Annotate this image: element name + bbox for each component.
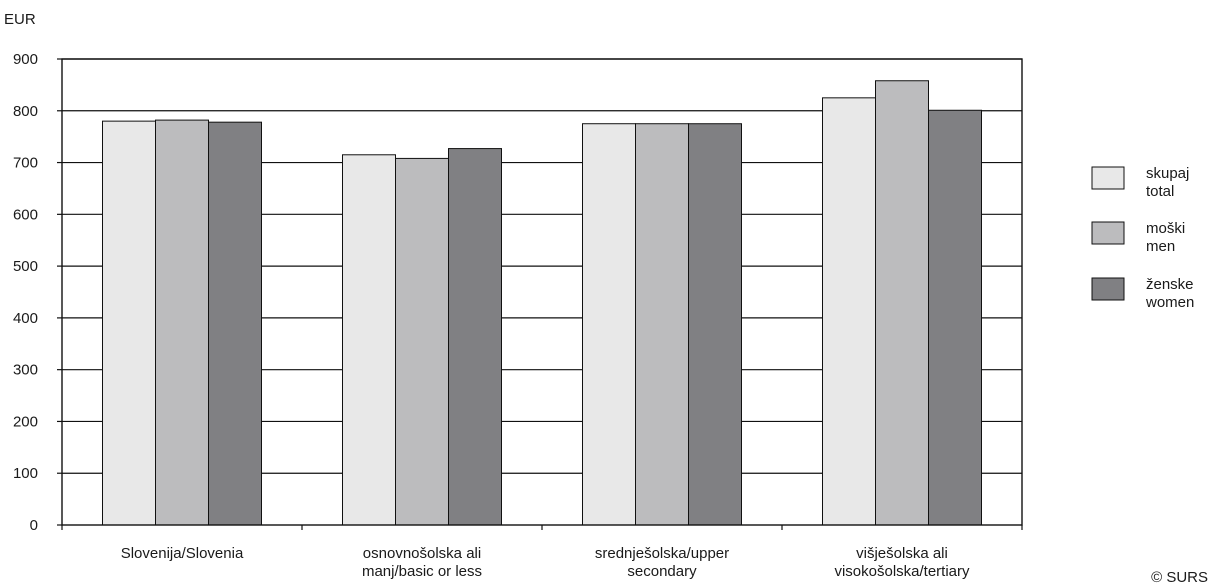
axes (57, 58, 1023, 530)
x-category-labels: Slovenija/Slovenia osnovnošolska alimanj/… (121, 545, 970, 580)
legend-swatch (1091, 166, 1125, 190)
legend-label: ženske (1146, 276, 1194, 293)
y-axis-label: EUR (4, 11, 36, 28)
y-tick-label: 500 (13, 258, 38, 275)
x-category-label: višješolska ali (856, 545, 948, 562)
bar (875, 80, 929, 526)
source-credit: © SURS (1151, 569, 1208, 586)
y-tick-labels: 0 100 200 300 400 500 600 700 800 900 (13, 51, 38, 534)
legend-label: skupaj (1146, 165, 1189, 182)
legend-swatch (1091, 221, 1125, 245)
x-category-label: secondary (627, 563, 697, 580)
bar (688, 123, 742, 526)
bar (928, 109, 982, 526)
legend-label: women (1145, 294, 1194, 311)
x-category-label: osnovnošolska ali (363, 545, 481, 562)
y-tick-label: 400 (13, 310, 38, 327)
y-tick-label: 700 (13, 155, 38, 172)
bar (342, 154, 396, 526)
y-tick-label: 800 (13, 103, 38, 120)
bar (102, 120, 156, 526)
y-tick-label: 600 (13, 206, 38, 223)
bar (582, 123, 636, 526)
bar (155, 119, 209, 526)
x-category-label: Slovenija/Slovenia (121, 545, 244, 562)
x-category-label: srednješolska/upper (595, 545, 729, 562)
bar (208, 121, 262, 526)
legend-label: total (1146, 183, 1174, 200)
bars (102, 80, 982, 526)
legend-label: moški (1146, 220, 1185, 237)
legend-swatch (1091, 277, 1125, 301)
y-tick-label: 300 (13, 362, 38, 379)
bar (395, 157, 449, 526)
y-tick-label: 0 (30, 517, 38, 534)
y-tick-label: 100 (13, 465, 38, 482)
y-tick-label: 200 (13, 413, 38, 430)
bar (822, 97, 876, 526)
bar (635, 123, 689, 526)
legend-label: men (1146, 238, 1175, 255)
x-category-label: visokošolska/tertiary (834, 563, 970, 580)
y-tick-label: 900 (13, 51, 38, 68)
x-category-label: manj/basic or less (362, 563, 482, 580)
bar (448, 148, 502, 526)
